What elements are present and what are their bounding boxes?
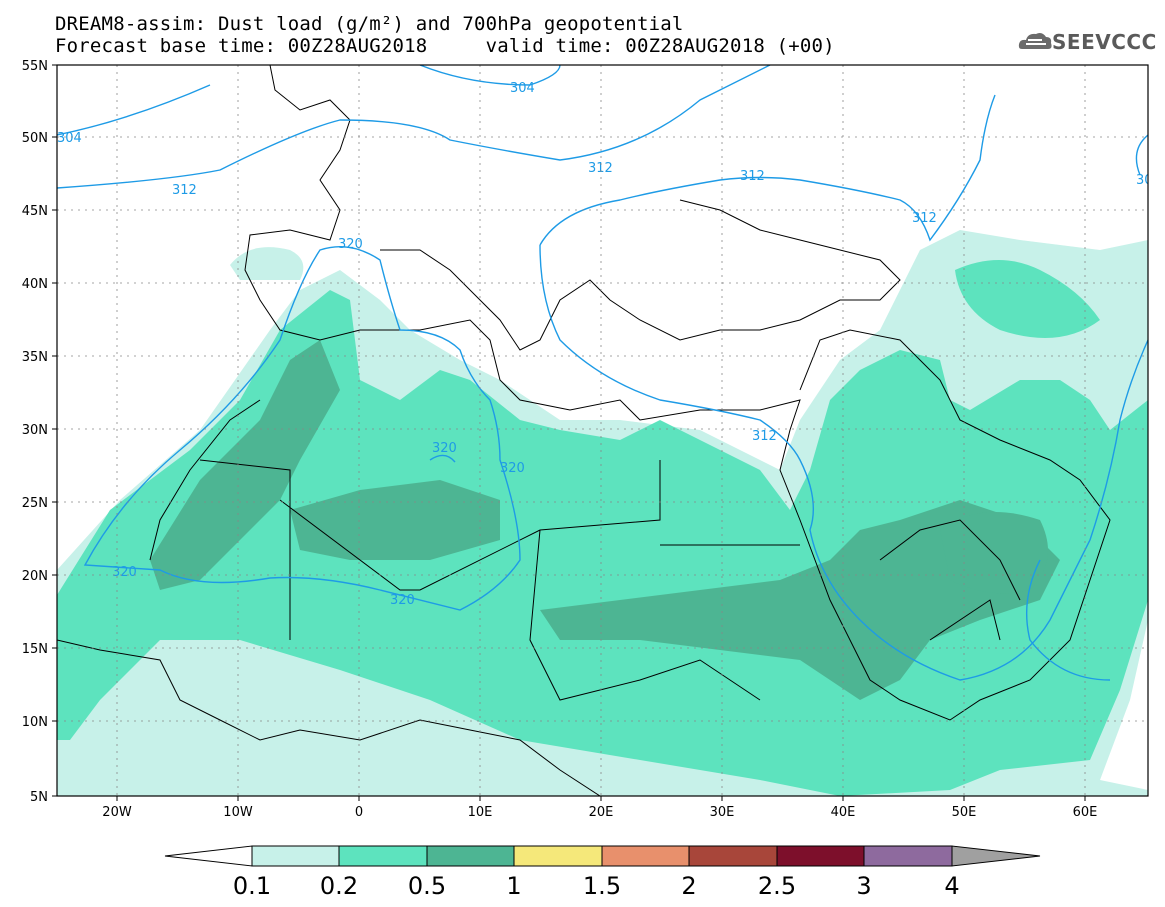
lat-label: 15N [22,642,48,657]
lat-label: 20N [22,569,48,584]
colorbar-label: 2 [681,872,697,900]
lat-label: 30N [22,423,48,438]
contour-label: 312 [172,183,197,198]
lat-label: 5N [30,790,48,805]
lon-label: 30E [710,805,735,820]
contour-label: 320 [500,461,525,476]
colorbar-label: 0.2 [319,872,359,900]
colorbar-label: 3 [856,872,872,900]
cloud-icon [1018,33,1052,49]
dust-area-0-1-north [230,247,304,280]
geopotential-contours [57,65,1148,681]
contour-label: 320 [338,237,363,252]
contour-label: 320 [390,593,415,608]
lon-label: 20E [589,805,614,820]
dust-area-0-5-arabia [940,512,1048,594]
contour-label: 312 [752,429,777,444]
contour-label: 304 [510,81,535,96]
lon-label: 20W [102,805,132,820]
colorbar-swatch [251,845,340,867]
colorbar-label: 4 [944,872,960,900]
contour-label: 304 [1136,173,1161,188]
contour-label: 312 [588,161,613,176]
lon-label: 60E [1073,805,1098,820]
contour-label: 312 [912,211,937,226]
contour-label: 320 [432,441,457,456]
colorbar [164,845,1041,867]
lat-label: 45N [22,204,48,219]
forecast-time-line: Forecast base time: 00Z28AUG2018 valid t… [55,35,835,57]
colorbar-swatch [601,845,690,867]
chart-title: DREAM8-assim: Dust load (g/m²) and 700hP… [55,13,684,35]
colorbar-swatch [688,845,778,867]
graticule [57,65,1148,796]
logo-text: SEEVCCC [1052,30,1157,54]
colorbar-label: 0.5 [407,872,447,900]
dust-area-0-2-east [955,260,1100,338]
lon-label: 0 [355,805,363,820]
colorbar-swatch [513,845,603,867]
axis-ticks [52,64,1086,801]
contour-label: 304 [57,131,82,146]
colorbar-swatch [338,845,428,867]
lat-label: 40N [22,277,48,292]
colorbar-swatch [426,845,515,867]
lon-label: 50E [952,805,977,820]
lon-label: 10E [468,805,493,820]
colorbar-label: 1 [506,872,522,900]
dust-area-0-5-sahel [540,500,1060,700]
contour-label: 320 [112,565,137,580]
colorbar-high-extend [951,845,1041,867]
lat-label: 50N [22,131,48,146]
lat-label: 55N [22,59,48,74]
lat-label: 35N [22,350,48,365]
lon-label: 10W [223,805,253,820]
lat-label: 25N [22,496,48,511]
contour-label: 312 [740,169,765,184]
lat-label: 10N [22,715,48,730]
colorbar-swatch [863,845,953,867]
colorbar-label: 1.5 [582,872,622,900]
map-frame [56,64,1149,797]
colorbar-label: 2.5 [757,872,797,900]
contour-labels: 304 312 312 312 312 320 320 320 320 320 … [57,81,1161,608]
colorbar-low-extend [164,845,253,867]
colorbar-label: 0.1 [232,872,272,900]
colorbar-swatch [776,845,865,867]
lon-label: 40E [831,805,856,820]
dust-area-0-5-central [290,480,500,560]
